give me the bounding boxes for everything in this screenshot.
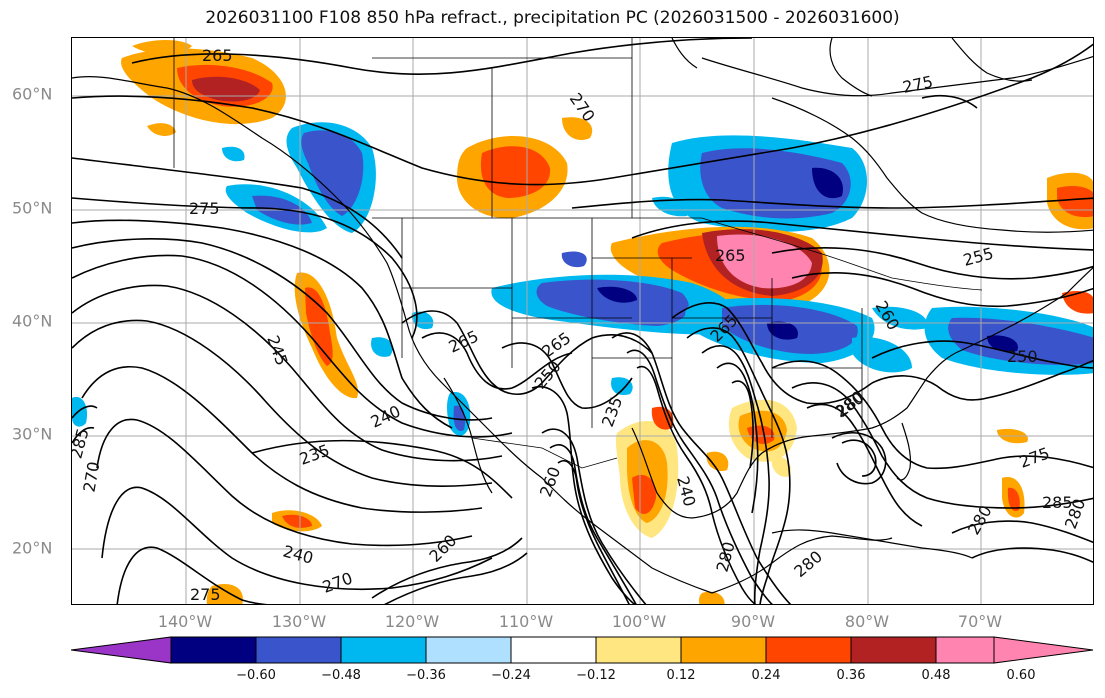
contour-label: 280 bbox=[713, 540, 739, 574]
lat-label-60: 60°N bbox=[12, 84, 53, 104]
contour-label: 270 bbox=[320, 568, 355, 596]
contour-label: 260 bbox=[425, 531, 460, 566]
colorbar-tick: −0.36 bbox=[406, 668, 446, 683]
contour-label: 235 bbox=[598, 394, 626, 429]
page-title: 2026031100 F108 850 hPa refract., precip… bbox=[205, 8, 900, 28]
contour-label: 275 bbox=[190, 585, 221, 604]
colorbar-bin bbox=[426, 637, 511, 663]
colorbar-tick: 0.12 bbox=[666, 668, 696, 683]
lon-label-120w: 120°W bbox=[384, 612, 440, 631]
colorbar-tick: 0.24 bbox=[751, 668, 781, 683]
contour-label: 270 bbox=[79, 460, 103, 493]
contour-label: 285 bbox=[1042, 493, 1073, 512]
lon-label-140w: 140°W bbox=[157, 612, 213, 631]
lon-label-80w: 80°W bbox=[844, 612, 890, 631]
lon-label-110w: 110°W bbox=[498, 612, 554, 631]
contour-label: 265 bbox=[202, 46, 233, 65]
colorbar-tick: −0.60 bbox=[236, 668, 276, 683]
colorbar-bin bbox=[341, 637, 426, 663]
colorbar-tick: 0.60 bbox=[1006, 668, 1036, 683]
refractivity-contours bbox=[72, 38, 1093, 604]
colorbar bbox=[71, 636, 1094, 664]
colorbar-bin bbox=[256, 637, 341, 663]
colorbar-tick: −0.48 bbox=[321, 668, 361, 683]
colorbar-tick: −0.12 bbox=[576, 668, 616, 683]
lat-label-20: 20°N bbox=[12, 538, 53, 558]
contour-label: 240 bbox=[281, 542, 315, 568]
lon-label-90w: 90°W bbox=[730, 612, 776, 631]
colorbar-extend-high bbox=[993, 636, 1094, 664]
lat-label-50: 50°N bbox=[12, 198, 53, 218]
contour-label: 275 bbox=[1017, 443, 1052, 471]
colorbar-tick: 0.36 bbox=[836, 668, 866, 683]
lat-label-30: 30°N bbox=[12, 424, 53, 444]
graticule bbox=[72, 38, 1093, 604]
contour-label: 255 bbox=[961, 244, 995, 270]
borders bbox=[173, 38, 983, 469]
contour-label: 240 bbox=[673, 474, 699, 508]
contour-label: 265 bbox=[538, 328, 574, 361]
colorbar-bin bbox=[596, 637, 681, 663]
contour-label: 235 bbox=[297, 440, 332, 468]
lon-label-70w: 70°W bbox=[957, 612, 1003, 631]
colorbar-bin bbox=[171, 637, 256, 663]
colorbar-tick: 0.48 bbox=[921, 668, 951, 683]
map-panel[interactable]: 265 275 270 275 245 265 265 265 255 250 … bbox=[71, 37, 1094, 605]
contour-label: 250 bbox=[1007, 347, 1038, 366]
colorbar-bin bbox=[766, 637, 851, 663]
contour-label: 260 bbox=[536, 464, 564, 499]
contour-label: 245 bbox=[263, 333, 291, 368]
contour-label: 280 bbox=[790, 547, 826, 581]
contour-label: 260 bbox=[872, 298, 904, 334]
contour-label: 265 bbox=[446, 326, 482, 356]
colorbar-extend-low bbox=[71, 636, 172, 664]
contour-label: 275 bbox=[189, 199, 220, 218]
contour-label: 240 bbox=[368, 401, 404, 431]
colorbar-tick: −0.24 bbox=[491, 668, 531, 683]
colorbar-bin bbox=[851, 637, 936, 663]
contour-label: 285 bbox=[72, 426, 93, 460]
colorbar-bin bbox=[681, 637, 766, 663]
contour-label: 265 bbox=[715, 246, 746, 265]
map-canvas[interactable]: 265 275 270 275 245 265 265 265 255 250 … bbox=[72, 38, 1094, 605]
lat-label-40: 40°N bbox=[12, 311, 53, 331]
colorbar-bin bbox=[936, 637, 994, 663]
lon-label-130w: 130°W bbox=[271, 612, 327, 631]
colorbar-bin bbox=[511, 637, 596, 663]
lon-label-100w: 100°W bbox=[611, 612, 667, 631]
contour-label: 275 bbox=[901, 72, 935, 97]
precip-shading bbox=[72, 40, 1093, 604]
